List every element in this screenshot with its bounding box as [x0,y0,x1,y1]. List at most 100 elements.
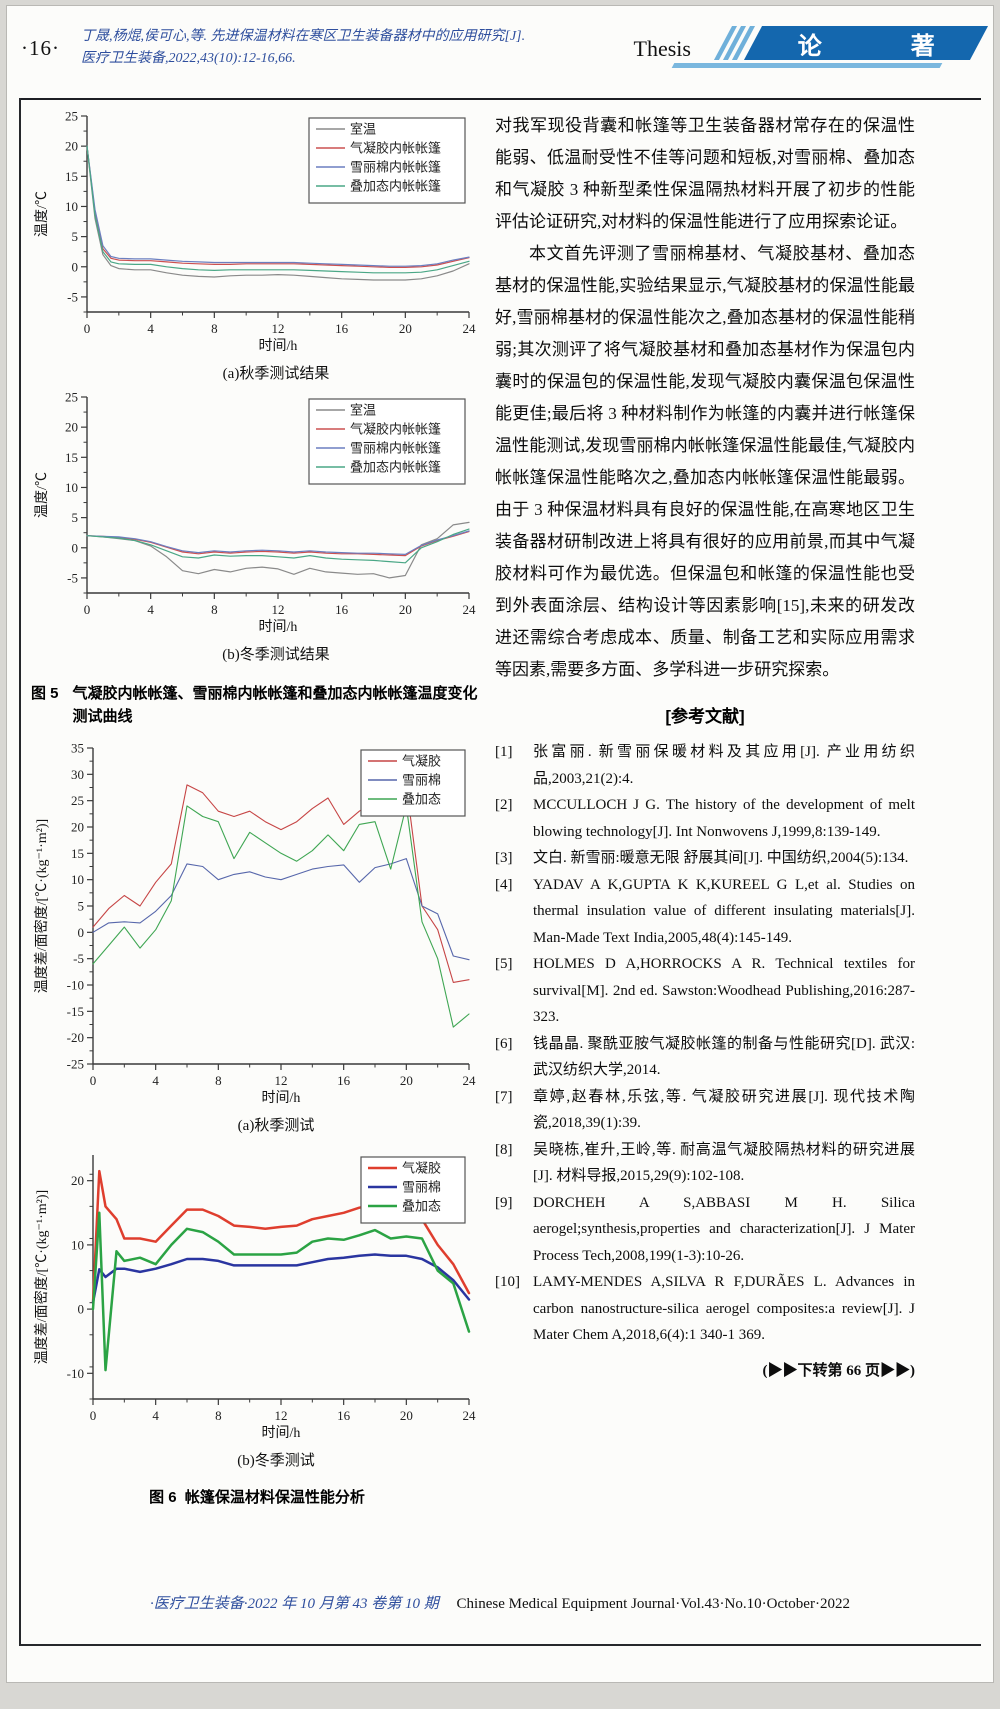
reference-item: [10] LAMY-MENDES A,SILVA R F,DURÃES L. Ad… [495,1269,915,1349]
citation-line-1: 丁晟,杨焜,侯可心,等. 先进保温材料在寒区卫生装备器材中的应用研究[J]. [81,29,526,44]
svg-text:16: 16 [337,1408,351,1423]
svg-text:20: 20 [65,139,78,154]
svg-text:12: 12 [275,1408,288,1423]
figure6-tag: 图 6 [149,1489,177,1506]
reference-item: [4] YADAV A K,GUPTA K K,KUREEL G L,et al.… [495,872,915,952]
svg-text:12: 12 [272,602,285,617]
svg-text:叠加态内帐帐篷: 叠加态内帐帐篷 [350,460,441,475]
svg-text:雪丽棉: 雪丽棉 [402,773,441,788]
svg-text:25: 25 [65,390,78,405]
svg-text:气凝胶: 气凝胶 [402,1161,441,1176]
svg-text:温度差/面密度/[℃·(kg⁻¹·m²)]: 温度差/面密度/[℃·(kg⁻¹·m²)] [33,819,50,993]
svg-text:24: 24 [463,1073,477,1088]
svg-text:20: 20 [400,1408,413,1423]
figure5b-subcaption: (b)冬季测试结果 [222,647,330,663]
svg-text:16: 16 [337,1073,351,1088]
svg-text:时间/h: 时间/h [262,1090,301,1106]
svg-text:叠加态内帐帐篷: 叠加态内帐帐篷 [350,179,441,194]
reference-number: [1] [495,744,513,760]
svg-text:20: 20 [400,1073,413,1088]
page-footer: ·医疗卫生装备·2022 年 10 月第 43 卷第 10 期 Chinese … [7,1592,993,1613]
svg-text:时间/h: 时间/h [262,1425,301,1441]
figure5-caption: 图 5 气凝胶内帐帐篷、雪丽棉内帐帐篷和叠加态内帐帐篷温度变化测试曲线 [31,682,483,728]
figure5-caption-text: 气凝胶内帐帐篷、雪丽棉内帐帐篷和叠加态内帐帐篷温度变化测试曲线 [72,685,478,725]
svg-text:-5: -5 [67,289,78,304]
svg-text:16: 16 [335,602,349,617]
svg-text:24: 24 [463,321,477,336]
svg-text:雪丽棉: 雪丽棉 [402,1180,441,1195]
svg-text:15: 15 [65,450,78,465]
reference-text: 张富丽. 新雪丽保暖材料及其应用[J]. 产业用纺织品,2003,21(2):4… [533,744,915,787]
svg-text:20: 20 [65,420,78,435]
banner-char-left: 论 [797,32,822,60]
reference-number: [5] [495,956,513,972]
reference-text: 钱晶晶. 聚酰亚胺气凝胶帐篷的制备与性能研究[D]. 武汉:武汉纺织大学,201… [533,1035,915,1079]
reference-item: [6] 钱晶晶. 聚酰亚胺气凝胶帐篷的制备与性能研究[D]. 武汉:武汉纺织大学,… [495,1031,915,1084]
svg-text:10: 10 [65,199,78,214]
svg-text:0: 0 [84,321,91,336]
svg-text:8: 8 [215,1408,222,1423]
svg-text:0: 0 [78,1302,85,1317]
svg-text:25: 25 [65,109,78,124]
treatise-banner: 论 著 [671,26,989,68]
svg-text:16: 16 [335,321,349,336]
svg-text:20: 20 [71,820,84,835]
figure6a-chart: 0 4 8 12 16 20 24 -25 -20 -15 -10 -5 0 5 10 15 20 25 30 35 气… [33,741,477,1107]
figures-column: 0 4 8 12 16 20 24 -5 0 5 10 15 20 25 室温 气凝胶内帐帐篷 雪丽棉内帐帐篷叠… [31,106,483,1507]
figure6a-subcaption: (a)秋季测试 [237,1118,315,1134]
reference-number: [7] [495,1088,513,1105]
svg-text:叠加态: 叠加态 [402,792,441,807]
svg-text:24: 24 [463,602,477,617]
reference-item: [9] DORCHEH A S,ABBASI M H. Silica aeroge… [495,1190,915,1270]
reference-item: [2] MCCULLOCH J G. The history of the dev… [495,792,915,845]
svg-text:4: 4 [152,1073,159,1088]
svg-text:10: 10 [71,1237,84,1252]
svg-text:雪丽棉内帐帐篷: 雪丽棉内帐帐篷 [350,160,441,175]
reference-text: DORCHEH A S,ABBASI M H. Silica aerogel;s… [533,1194,915,1264]
text-column: 对我军现役背囊和帐篷等卫生装备器材常存在的保温性能弱、低温耐受性不佳等问题和短板… [495,110,915,1380]
figure6-caption-text: 帐篷保温材料保温性能分析 [184,1489,365,1506]
figure6b-subcaption: (b)冬季测试 [237,1453,315,1469]
figure5b-chart: 0 4 8 12 16 20 24 -5 0 5 10 15 20 25 室温气凝胶内帐帐篷雪丽棉内帐帐篷叠… [34,390,477,636]
page-number: ·16· [21,36,60,60]
svg-text:气凝胶内帐帐篷: 气凝胶内帐帐篷 [350,422,441,437]
svg-text:12: 12 [275,1073,288,1088]
svg-text:气凝胶: 气凝胶 [402,754,441,769]
reference-item: [1] 张富丽. 新雪丽保暖材料及其应用[J]. 产业用纺织品,2003,21(2… [495,739,915,792]
svg-text:8: 8 [211,321,218,336]
continuation-note: (▶▶下转第 66 页▶▶) [762,1362,916,1379]
svg-text:-25: -25 [67,1057,84,1072]
svg-text:0: 0 [84,602,91,617]
reference-number: [10] [495,1274,520,1290]
svg-text:24: 24 [463,1408,477,1423]
page-header: ·16· 丁晟,杨焜,侯可心,等. 先进保温材料在寒区卫生装备器材中的应用研究[… [19,18,989,86]
reference-number: [2] [495,797,513,813]
svg-text:0: 0 [90,1073,97,1088]
svg-text:0: 0 [78,925,85,940]
figure5a-subcaption: (a)秋季测试结果 [222,366,330,382]
svg-text:-10: -10 [67,978,84,993]
svg-text:5: 5 [72,229,79,244]
figure5a-chart: 0 4 8 12 16 20 24 -5 0 5 10 15 20 25 室温气凝胶内帐帐篷雪丽棉内帐帐篷叠… [34,109,477,355]
banner-char-right: 著 [910,32,935,60]
reference-text: 文白. 新雪丽:暖意无限 舒展其间[J]. 中国纺织,2004(5):134. [533,850,909,866]
reference-number: [8] [495,1141,513,1158]
svg-text:30: 30 [71,767,84,782]
svg-text:0: 0 [72,259,79,274]
svg-text:8: 8 [211,602,218,617]
reference-text: YADAV A K,GUPTA K K,KUREEL G L,et al. St… [533,876,915,946]
body-paragraph-2: 本文首先评测了雪丽棉基材、气凝胶基材、叠加态基材的保温性能,实验结果显示,气凝胶… [495,244,915,679]
reference-item: [3] 文白. 新雪丽:暖意无限 舒展其间[J]. 中国纺织,2004(5):13… [495,845,915,872]
svg-text:-5: -5 [73,951,84,966]
svg-text:15: 15 [65,169,78,184]
reference-item: [7] 章婷,赵春林,乐弦,等. 气凝胶研究进展[J]. 现代技术陶瓷,2018,… [495,1084,915,1137]
svg-text:温度/℃: 温度/℃ [34,472,50,518]
references-list: [1] 张富丽. 新雪丽保暖材料及其应用[J]. 产业用纺织品,2003,21(2… [495,739,915,1349]
svg-text:35: 35 [71,741,84,756]
footer-rule [19,1644,981,1646]
svg-text:室温: 室温 [350,122,376,137]
reference-text: 吴晓栋,崔升,王岭,等. 耐高温气凝胶隔热材料的研究进展[J]. 材料导报,20… [533,1141,915,1185]
svg-text:10: 10 [65,480,78,495]
